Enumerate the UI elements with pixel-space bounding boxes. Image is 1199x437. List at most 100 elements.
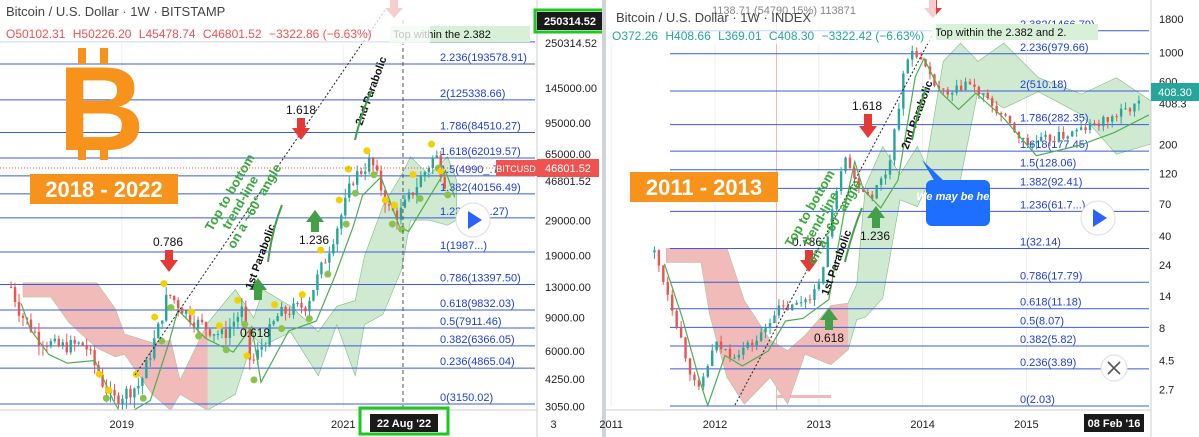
candle-body xyxy=(737,354,741,358)
left-play-button[interactable] xyxy=(455,202,491,238)
fib-label: 0(3150.02) xyxy=(440,392,493,404)
candle-body xyxy=(1044,134,1047,137)
left-chart-panel[interactable]: 0(3150.02) 0.236(4865.04) 0.382(6366.05) 0.… xyxy=(0,0,607,437)
candle-body xyxy=(662,265,665,282)
candle-body xyxy=(375,165,379,171)
candle-body xyxy=(1097,123,1101,127)
signal-dot xyxy=(102,394,110,402)
candle-body xyxy=(288,313,291,315)
y-tick-label: 19000.00 xyxy=(545,251,591,263)
candle-body xyxy=(764,327,767,333)
svg-text:408.30: 408.30 xyxy=(1158,87,1192,99)
candle-body xyxy=(69,339,72,353)
candle-body xyxy=(161,320,164,324)
right-chart-title: Bitcoin / U.S. Dollar · 1W · INDEX xyxy=(616,10,811,25)
candle-body xyxy=(1124,108,1127,110)
signal-dot xyxy=(95,370,103,378)
left-parabolic-1-arrow xyxy=(267,204,283,263)
signal-dot xyxy=(305,315,313,323)
candle-body xyxy=(200,319,204,323)
candle-body xyxy=(755,340,758,346)
signal-dot xyxy=(335,196,343,204)
candle-body xyxy=(224,329,228,338)
right-parabolic-1-arrow xyxy=(844,207,863,263)
right-replay-button[interactable] xyxy=(1100,354,1128,382)
candle-body xyxy=(117,395,120,405)
fib-label: 0.5(7911.46) xyxy=(440,316,502,328)
signal-dot xyxy=(167,304,175,312)
candle-body xyxy=(180,308,184,314)
signal-dot xyxy=(278,325,286,333)
candle-body xyxy=(1133,103,1136,112)
right-play-button[interactable] xyxy=(1080,200,1116,236)
candle-body xyxy=(786,305,789,311)
signal-dot xyxy=(195,332,203,340)
candle-body xyxy=(272,321,275,325)
candle-body xyxy=(137,385,140,389)
candle-body xyxy=(671,294,674,311)
candle-body xyxy=(999,113,1003,115)
signal-dot xyxy=(437,167,445,175)
candle-body xyxy=(986,93,989,99)
candle-body xyxy=(328,253,331,263)
candle-body xyxy=(133,388,136,398)
candle-body xyxy=(73,339,76,344)
signal-dot xyxy=(344,165,352,173)
right-chart-panel[interactable]: 0(2.03) 0.236(3.89) 0.382(5.82) 0.5(8.07) 0.… xyxy=(599,0,1199,437)
candle-body xyxy=(367,158,371,172)
candle-body xyxy=(29,319,33,332)
candle-body xyxy=(61,342,64,346)
left-label-0618: 0.618 xyxy=(240,326,270,340)
candle-body xyxy=(657,250,661,266)
cloud-band-bearish xyxy=(23,282,208,410)
y-tick-label: 200 xyxy=(1159,139,1177,151)
left-last-price-badge: 46801.52 xyxy=(537,159,599,177)
y-tick-label: 1000 xyxy=(1159,48,1183,60)
x-tick-label: 2019 xyxy=(110,419,134,431)
panel-divider[interactable] xyxy=(602,0,606,437)
candle-body xyxy=(951,92,954,95)
candle-body xyxy=(403,199,407,208)
candle-body xyxy=(304,307,307,312)
candle-body xyxy=(791,304,794,311)
right-date-badge[interactable]: 08 Feb '16 xyxy=(1084,414,1144,432)
signal-dot xyxy=(222,346,230,354)
candle-body xyxy=(157,323,160,339)
candle-body xyxy=(839,171,843,192)
signal-dot xyxy=(105,386,113,394)
fib-label: 0.786(13397.50) xyxy=(440,272,521,284)
candle-body xyxy=(125,388,128,399)
signal-dot xyxy=(342,220,350,228)
right-label-0786: 0.786 xyxy=(792,235,822,249)
candle-body xyxy=(443,177,446,189)
fib-label: 0.786(17.79) xyxy=(1020,270,1082,282)
fib-label: 0.5(8.07) xyxy=(1020,315,1064,327)
candle-body xyxy=(276,316,279,322)
candle-body xyxy=(1128,108,1132,112)
candle-body xyxy=(89,349,92,351)
left-date-highlight[interactable]: 22 Aug '22 xyxy=(358,406,450,436)
candle-body xyxy=(236,316,240,322)
signal-dot xyxy=(298,291,306,299)
candle-body xyxy=(804,299,807,303)
left-top-price-badge: 250314.52 xyxy=(533,8,607,34)
fib-label: 0.236(3.89) xyxy=(1020,357,1076,369)
candle-body xyxy=(782,305,785,307)
signal-dot xyxy=(370,171,378,179)
candle-body xyxy=(244,306,248,328)
fib-label: 1.618(62019.57) xyxy=(440,146,521,158)
candle-body xyxy=(252,359,255,361)
candle-body xyxy=(795,302,798,305)
candle-body xyxy=(911,51,914,60)
candle-body xyxy=(955,85,958,93)
candle-body xyxy=(848,157,852,168)
signal-dot xyxy=(317,246,325,254)
candle-body xyxy=(395,210,399,220)
candle-body xyxy=(204,322,208,330)
candle-body xyxy=(853,167,856,179)
candle-body xyxy=(1048,134,1052,142)
fib-label: 2(125338.66) xyxy=(440,88,505,100)
candle-body xyxy=(49,341,53,347)
candle-body xyxy=(679,327,683,338)
right-trend-line xyxy=(734,29,936,406)
